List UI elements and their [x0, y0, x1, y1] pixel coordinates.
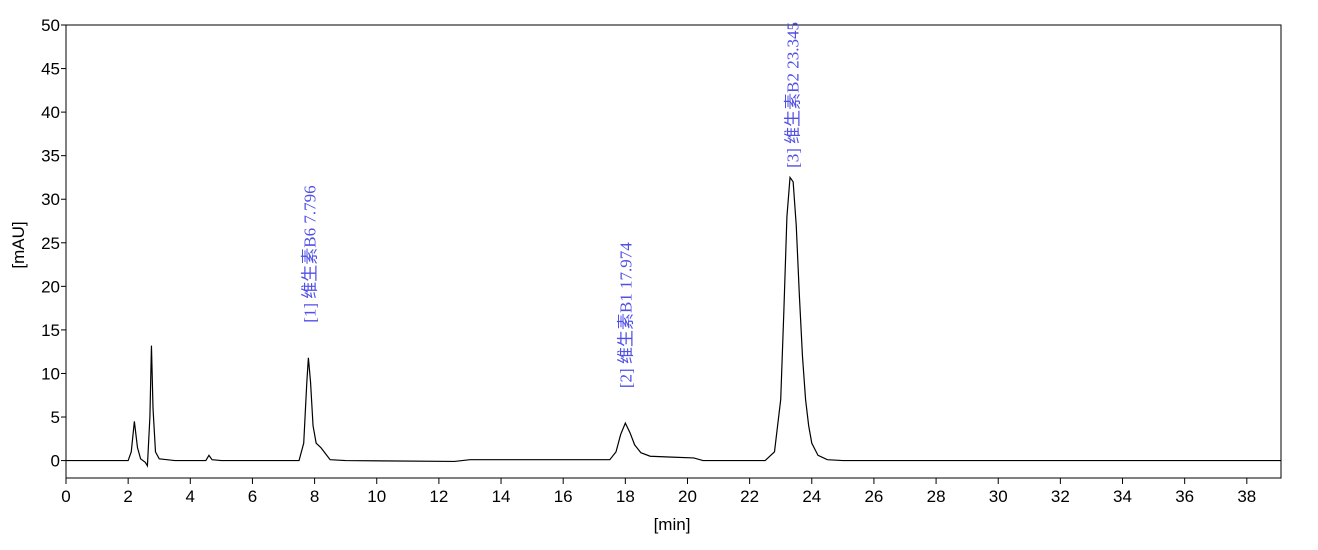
- peak-annotation: [3] 维生素B2 23.345: [783, 22, 802, 168]
- x-tick-label: 12: [429, 487, 448, 506]
- peak-annotation: [1] 维生素B6 7.796: [300, 185, 319, 322]
- plot-frame: [65, 24, 1282, 479]
- x-tick-label: 0: [61, 487, 70, 506]
- x-tick-label: 24: [802, 487, 821, 506]
- y-tick-label: 40: [41, 103, 60, 122]
- trace: [66, 175, 1281, 468]
- x-tick-label: 8: [310, 487, 319, 506]
- x-tick-label: 14: [492, 487, 511, 506]
- y-tick-label: 35: [41, 147, 60, 166]
- x-tick-label: 32: [1051, 487, 1070, 506]
- x-tick-label: 16: [554, 487, 573, 506]
- x-axis-title: [min]: [654, 515, 691, 534]
- x-tick-label: 10: [367, 487, 386, 506]
- y-tick-label: 50: [41, 16, 60, 35]
- x-tick-label: 2: [123, 487, 132, 506]
- x-tick-label: 18: [616, 487, 635, 506]
- x-tick-label: 6: [248, 487, 257, 506]
- y-tick-label: 25: [41, 234, 60, 253]
- y-axis-title: [mAU]: [9, 221, 28, 268]
- x-tick-label: 4: [186, 487, 195, 506]
- x-tick-label: 20: [678, 487, 697, 506]
- y-tick-label: 10: [41, 364, 60, 383]
- x-tick-label: 36: [1175, 487, 1194, 506]
- y-tick-label: 5: [51, 408, 60, 427]
- x-tick-label: 38: [1237, 487, 1256, 506]
- x-tick-label: 30: [989, 487, 1008, 506]
- y-tick-label: 20: [41, 277, 60, 296]
- y-tick-label: 45: [41, 60, 60, 79]
- peak-annotation: [2] 维生素B1 17.974: [617, 242, 636, 388]
- y-tick-label: 30: [41, 190, 60, 209]
- y-tick-label: 0: [51, 452, 60, 471]
- x-tick-label: 26: [864, 487, 883, 506]
- y-tick-label: 15: [41, 321, 60, 340]
- x-tick-label: 28: [927, 487, 946, 506]
- x-tick-label: 22: [740, 487, 759, 506]
- x-tick-label: 34: [1113, 487, 1132, 506]
